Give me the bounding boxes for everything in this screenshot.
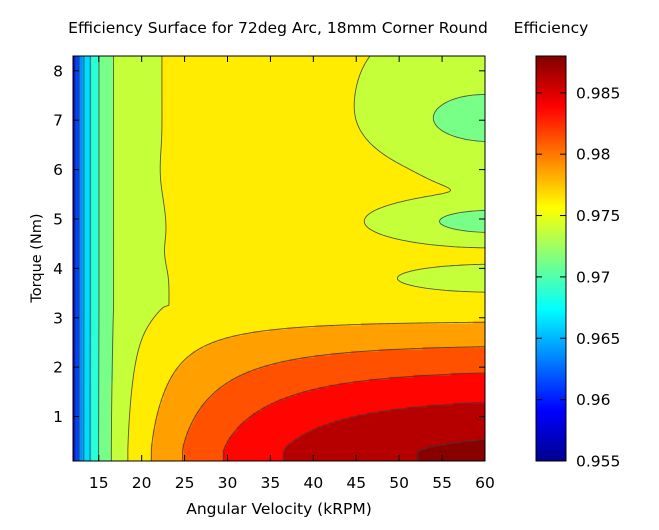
colorbar-tick-label: 0.97 xyxy=(576,268,611,286)
y-axis-label: Torque (Nm) xyxy=(29,213,45,303)
x-tick-label: 20 xyxy=(132,474,152,492)
efficiency-surface-fill xyxy=(73,56,485,461)
x-axis: 15 20 25 30 35 40 45 50 55 60 xyxy=(89,56,495,492)
x-tick-label: 45 xyxy=(346,474,366,492)
colorbar-axis: 0.955 0.96 0.965 0.97 0.975 0.98 0.985 xyxy=(536,84,620,471)
colorbar-tick-label: 0.955 xyxy=(576,453,620,471)
chart-title: Efficiency Surface for 72deg Arc, 18mm C… xyxy=(68,19,488,37)
y-tick-label: 8 xyxy=(53,62,63,80)
y-tick-label: 5 xyxy=(53,210,63,228)
x-tick-label: 30 xyxy=(218,474,238,492)
contour-line xyxy=(182,346,485,461)
x-tick-label: 55 xyxy=(432,474,452,492)
colorbar-tick-label: 0.975 xyxy=(576,207,620,225)
y-tick-label: 7 xyxy=(53,112,63,130)
x-tick-label: 25 xyxy=(175,474,195,492)
y-tick-label: 4 xyxy=(53,260,63,278)
colorbar-tick-label: 0.96 xyxy=(576,391,611,409)
y-tick-label: 1 xyxy=(53,408,63,426)
x-tick-label: 35 xyxy=(261,474,281,492)
y-tick-label: 2 xyxy=(53,359,63,377)
contour-line xyxy=(150,321,485,461)
contour-lines xyxy=(74,56,485,461)
x-tick-label: 60 xyxy=(475,474,495,492)
x-tick-label: 40 xyxy=(303,474,323,492)
contour-line xyxy=(223,372,485,461)
y-axis: 1 2 3 4 5 6 7 8 xyxy=(53,62,485,426)
y-tick-label: 3 xyxy=(53,309,63,327)
colorbar-tick-label: 0.965 xyxy=(576,330,620,348)
y-tick-label: 6 xyxy=(53,161,63,179)
contour-line xyxy=(127,56,485,461)
contour-line xyxy=(283,401,485,461)
contour-line xyxy=(417,438,485,461)
colorbar-tick-label: 0.985 xyxy=(576,84,620,102)
x-axis-label: Angular Velocity (kRPM) xyxy=(186,500,372,518)
x-tick-label: 15 xyxy=(89,474,109,492)
colorbar-tick-label: 0.98 xyxy=(576,146,611,164)
colorbar-title: Efficiency xyxy=(514,19,589,37)
colorbar xyxy=(535,55,567,462)
x-tick-label: 50 xyxy=(389,474,409,492)
plot-frame xyxy=(72,55,486,462)
contour-line xyxy=(110,56,485,461)
plot-area xyxy=(73,56,485,461)
